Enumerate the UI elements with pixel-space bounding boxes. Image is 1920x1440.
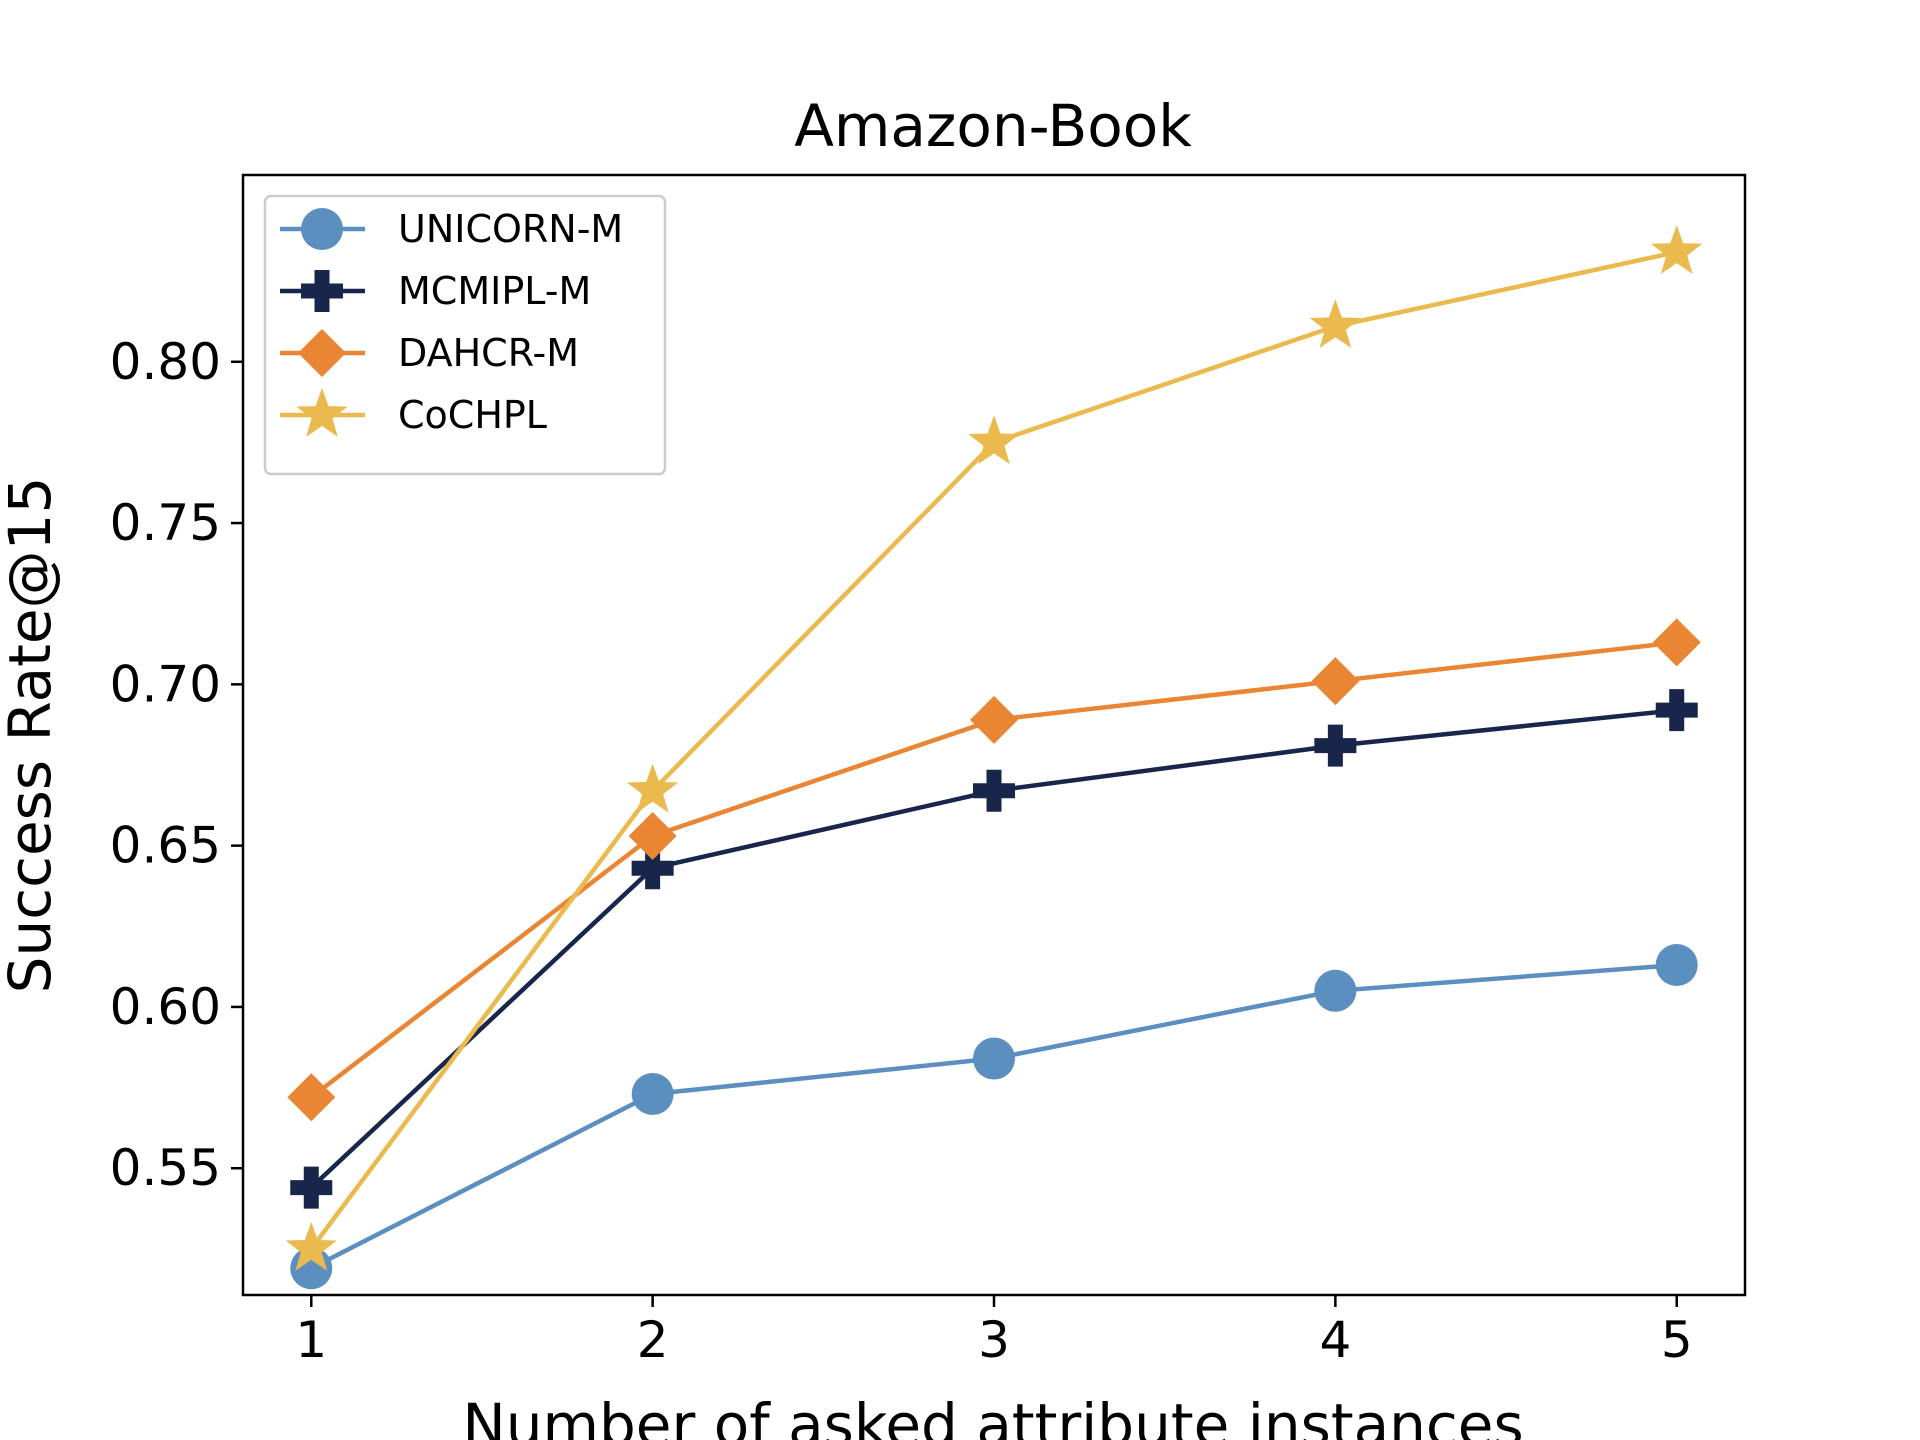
data-point-cochpl (285, 1221, 337, 1271)
x-tick-label: 2 (637, 1311, 669, 1369)
series-cochpl (285, 225, 1703, 1271)
y-tick-label: 0.60 (110, 978, 221, 1036)
chart-title: Amazon-Book (794, 92, 1192, 160)
legend-label: DAHCR-M (398, 331, 579, 375)
data-point-unicorn-m (973, 1037, 1015, 1080)
y-tick-label: 0.65 (110, 817, 221, 875)
series-dahcr-m (287, 618, 1701, 1122)
legend-label: MCMIPL-M (398, 269, 591, 313)
data-point-dahcr-m (628, 811, 677, 860)
series-line-unicorn-m (310, 962, 1677, 1271)
x-axis: 1 2 3 4 5 (295, 1295, 1693, 1369)
data-point-mcmipl-m (631, 847, 674, 890)
data-point-dahcr-m (1652, 618, 1701, 667)
x-tick-label: 1 (295, 1311, 327, 1369)
y-axis: 0.55 0.60 0.65 0.70 0.75 0.80 (110, 333, 243, 1197)
x-tick-label: 4 (1319, 1311, 1351, 1369)
data-point-dahcr-m (1311, 657, 1360, 706)
x-tick-label: 3 (978, 1311, 1010, 1369)
x-tick-label: 5 (1661, 1311, 1693, 1369)
legend-item-dahcr-m: DAHCR-M (280, 329, 579, 377)
data-point-cochpl (1651, 225, 1703, 274)
legend-item-unicorn-m: UNICORN-M (280, 207, 623, 251)
data-point-unicorn-m (1314, 969, 1357, 1012)
y-tick-label: 0.70 (110, 655, 221, 713)
series-mcmipl-m (290, 689, 1698, 1209)
data-point-dahcr-m (970, 695, 1018, 744)
series-unicorn-m (290, 944, 1698, 1290)
legend: UNICORN-M MCMIPL-M DAHCR-M CoCHPL (263, 194, 667, 476)
legend-marker-unicorn-m (301, 208, 343, 250)
data-point-mcmipl-m (290, 1166, 333, 1209)
data-point-cochpl (968, 415, 1020, 465)
legend-label: CoCHPL (398, 393, 547, 437)
data-point-cochpl (1309, 299, 1362, 349)
data-point-mcmipl-m (1314, 724, 1357, 767)
x-axis-label: Number of asked attribute instances (462, 1391, 1523, 1440)
legend-box (263, 194, 667, 476)
plot-area (285, 225, 1703, 1290)
data-point-unicorn-m (631, 1073, 674, 1116)
data-point-mcmipl-m (973, 769, 1015, 812)
y-axis-label: Success Rate@15 (0, 477, 64, 994)
legend-item-mcmipl-m: MCMIPL-M (280, 269, 591, 313)
legend-marker-dahcr-m (298, 329, 346, 377)
y-tick-label: 0.80 (110, 333, 221, 391)
data-point-cochpl (626, 763, 679, 813)
legend-marker-mcmipl-m (301, 270, 343, 312)
data-point-dahcr-m (287, 1073, 336, 1122)
legend-marker-cochpl (296, 388, 348, 437)
y-tick-label: 0.75 (110, 494, 221, 552)
data-point-unicorn-m (1655, 944, 1698, 986)
y-tick-label: 0.55 (110, 1139, 221, 1197)
legend-label: UNICORN-M (398, 207, 623, 251)
legend-item-cochpl: CoCHPL (280, 388, 547, 437)
data-point-mcmipl-m (1655, 689, 1698, 732)
